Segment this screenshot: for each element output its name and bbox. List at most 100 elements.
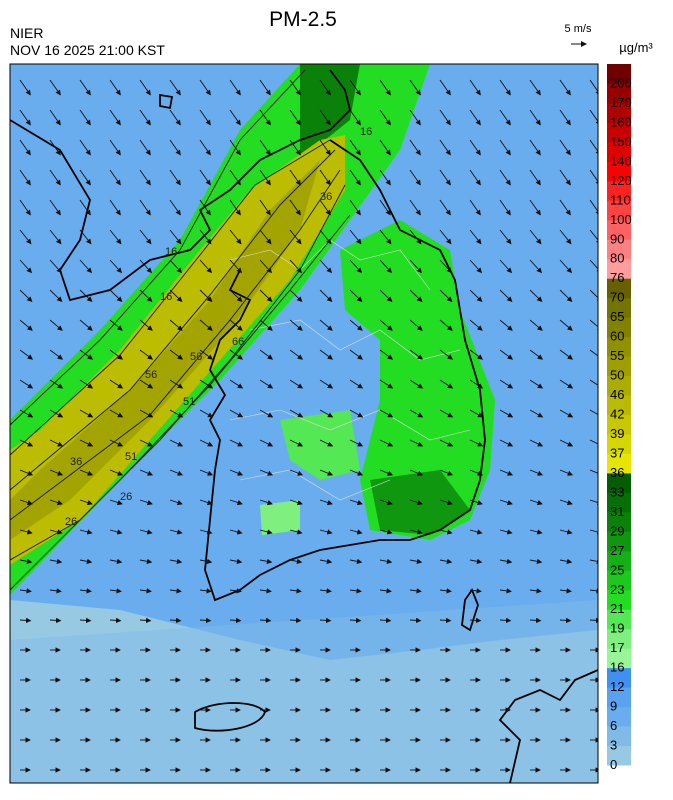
contour-label: 26 [65,516,77,528]
wind-arrow [199,558,213,565]
wind-arrow [589,617,598,624]
wind-arrow [409,499,423,506]
wind-arrow [529,169,541,186]
wind-arrow [139,349,154,360]
wind-arrow [589,259,598,274]
wind-arrow [229,588,242,594]
wind-arrow [499,229,512,245]
colorbar-segment [607,628,631,649]
wind-arrow [109,259,123,274]
colorbar-segment [607,102,631,123]
wind-arrow [409,169,421,186]
wind-arrow [229,349,244,360]
wind-arrow [19,229,32,245]
wind-arrow [79,379,94,389]
wind-arrow [499,379,514,389]
wind-arrow [319,439,334,447]
wind-arrow [379,499,393,506]
wind-arrow [559,289,573,303]
wind-arrow [199,499,213,506]
wind-arrow [559,617,572,624]
wind-arrow [139,259,153,274]
wind-arrow [199,529,213,535]
colorbar-segment [607,550,631,571]
wind-arrow [469,379,484,389]
wind-arrow [319,529,333,535]
wind-arrow [229,169,241,186]
wind-arrow [139,79,151,96]
wind-arrow [229,79,241,96]
wind-arrow [109,139,121,156]
wind-arrow [289,349,304,360]
wind-arrow [259,617,272,624]
wind-arrow [49,349,64,360]
wind-arrow [259,349,274,360]
wind-arrow [439,259,453,274]
contour-label: 56 [190,351,202,363]
wind-arrow [589,469,598,476]
contour-label: 51 [183,396,195,408]
wind-arrow [49,529,63,535]
green-core [300,64,360,160]
wind-arrow [529,109,541,126]
wind-arrow [319,109,331,126]
wind-arrow [319,617,332,624]
wind-arrow [139,169,151,186]
wind-arrow [469,199,481,216]
wind-arrow [199,259,213,274]
wind-arrow [259,409,274,418]
wind-arrow [469,499,483,506]
wind-arrow [229,229,242,245]
wind-arrow [499,289,513,303]
wind-arrow [499,499,513,506]
colorbar-label: 25 [610,562,624,577]
wind-arrow [409,199,421,216]
wind-arrow [409,588,422,594]
wind-arrow [19,469,34,476]
colorbar-label: 140 [610,153,632,168]
wind-arrow [499,558,513,565]
wind-arrow [379,439,394,447]
wind-arrow [139,199,151,216]
contour-label: 16 [165,246,177,258]
wind-arrow [19,79,31,96]
wind-arrow [49,169,61,186]
wind-arrow [499,617,512,624]
colorbar-label: 17 [610,640,624,655]
wind-arrow [529,499,543,506]
green-patch [280,410,360,480]
wind-arrow [169,349,184,360]
colorbar-segment [607,589,631,610]
colorbar-segment [607,687,631,708]
wind-arrow [109,199,121,216]
wind-arrow [229,409,244,418]
wind-arrow [409,409,424,418]
wind-arrow [439,558,453,565]
wind-arrow [289,529,303,535]
title: PM-2.5 [269,8,337,31]
wind-arrow [19,499,33,506]
contour-label: 26 [120,491,132,503]
wind-arrow [529,259,543,274]
wind-arrow [589,199,598,216]
wind-arrow [559,439,574,447]
wind-arrow [259,229,272,245]
wind-arrow [379,109,391,126]
green-patch [260,500,300,535]
wind-arrow [79,319,93,331]
wind-arrow [439,139,451,156]
wind-arrow [439,229,452,245]
wind-arrow [379,229,392,245]
wind-scale-label: 5 m/s [565,23,592,35]
wind-arrow [19,558,33,565]
wind-arrow [49,199,61,216]
wind-arrow [79,409,94,418]
wind-arrow [229,199,241,216]
wind-arrow [199,617,212,624]
wind-arrow [349,529,363,535]
colorbar-segment [607,433,631,454]
wind-arrow [139,229,152,245]
wind-arrow [19,439,34,447]
wind-arrow [199,169,211,186]
wind-arrow [529,289,543,303]
